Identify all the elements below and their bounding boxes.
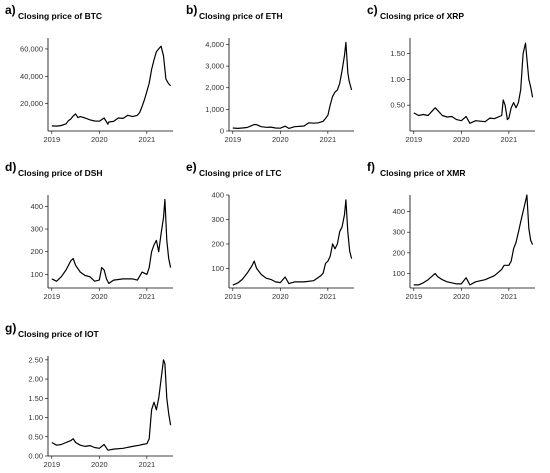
y-tick-label: 300 [30, 225, 43, 234]
y-tick-label: 1.50 [28, 394, 43, 403]
y-tick-label: 0 [220, 127, 224, 136]
price-series-line [51, 45, 172, 127]
chart-panel: f) Closing price of XMR 100 200 300 400 2019 20… [367, 160, 535, 301]
y-tick-label: 2.50 [28, 355, 43, 364]
y-tick-label: 400 [30, 202, 43, 211]
y-tick-label: 1.50 [390, 49, 405, 58]
y-tick-label: 0.50 [390, 101, 405, 110]
y-tick-label: 100 [211, 264, 224, 273]
x-tick-label: 2020 [272, 292, 289, 301]
y-tick-label: 400 [392, 207, 405, 216]
y-tick-label: 200 [30, 247, 43, 256]
x-tick-label: 2019 [224, 135, 241, 144]
x-tick-label: 2021 [501, 135, 518, 144]
panel-letter: c) [367, 3, 378, 17]
y-tick-label: 2,000 [205, 83, 224, 92]
x-tick-label: 2020 [453, 292, 470, 301]
panel-title: Closing price of ETH [199, 11, 283, 21]
panel-title: Closing price of IOT [18, 329, 100, 339]
panel-letter: g) [5, 321, 16, 335]
x-tick-label: 2021 [139, 292, 156, 301]
panel-title: Closing price of DSH [18, 168, 103, 178]
chart-panel: g) Closing price of IOT 0.00 0.50 1.00 1.50 2.… [5, 321, 173, 469]
x-tick-label: 2019 [405, 292, 422, 301]
y-tick-label: 200 [211, 239, 224, 248]
chart-panel: a) Closing price of BTC 20,000 40,000 60,000… [5, 3, 173, 144]
y-tick-label: 3,000 [205, 62, 224, 71]
y-tick-label: 2.00 [28, 375, 43, 384]
price-series-line [232, 199, 353, 286]
x-tick-label: 2020 [453, 135, 470, 144]
y-tick-label: 1.00 [28, 413, 43, 422]
x-tick-label: 2019 [224, 292, 241, 301]
x-tick-label: 2021 [139, 135, 156, 144]
price-series-line [51, 359, 172, 451]
x-tick-label: 2021 [139, 460, 156, 469]
price-series-line [413, 42, 534, 124]
x-tick-label: 2020 [91, 460, 108, 469]
y-tick-label: 40,000 [20, 72, 43, 81]
x-tick-label: 2019 [43, 135, 60, 144]
chart-panel: c) Closing price of XRP 0.50 1.00 1.50 2019 20… [367, 3, 535, 144]
y-tick-label: 0.50 [28, 432, 43, 441]
y-tick-label: 400 [211, 191, 224, 200]
y-tick-label: 100 [392, 269, 405, 278]
y-tick-label: 300 [392, 228, 405, 237]
panel-title: Closing price of XRP [380, 11, 464, 21]
price-series-line [51, 198, 172, 285]
price-series-line [413, 194, 534, 286]
y-tick-label: 100 [30, 270, 43, 279]
panel-letter: e) [186, 160, 197, 174]
x-tick-label: 2020 [91, 292, 108, 301]
y-tick-label: 20,000 [20, 99, 43, 108]
x-tick-label: 2021 [320, 292, 337, 301]
y-tick-label: 4,000 [205, 40, 224, 49]
panel-title: Closing price of BTC [18, 11, 102, 21]
x-tick-label: 2020 [91, 135, 108, 144]
panel-letter: a) [5, 3, 16, 17]
panel-letter: f) [367, 160, 375, 174]
y-tick-label: 60,000 [20, 44, 43, 53]
x-tick-label: 2021 [501, 292, 518, 301]
x-tick-label: 2019 [43, 460, 60, 469]
chart-panel: d) Closing price of DSH 100 200 300 400 2019 20… [5, 160, 173, 301]
panel-letter: b) [186, 3, 197, 17]
x-tick-label: 2020 [272, 135, 289, 144]
y-tick-label: 200 [392, 248, 405, 257]
y-tick-label: 1,000 [205, 105, 224, 114]
panel-title: Closing price of LTC [199, 168, 281, 178]
price-series-line [232, 41, 353, 129]
panel-title: Closing price of XMR [380, 168, 465, 178]
chart-panel: e) Closing price of LTC 100 200 300 400 2019 20… [186, 160, 354, 301]
y-tick-label: 1.00 [390, 75, 405, 84]
x-tick-label: 2019 [43, 292, 60, 301]
chart-panel: b) Closing price of ETH 0 1,000 2,000 3,000 4,… [186, 3, 354, 144]
y-tick-label: 0.00 [28, 452, 43, 461]
panel-letter: d) [5, 160, 16, 174]
x-tick-label: 2019 [405, 135, 422, 144]
y-tick-label: 300 [211, 215, 224, 224]
x-tick-label: 2021 [320, 135, 337, 144]
